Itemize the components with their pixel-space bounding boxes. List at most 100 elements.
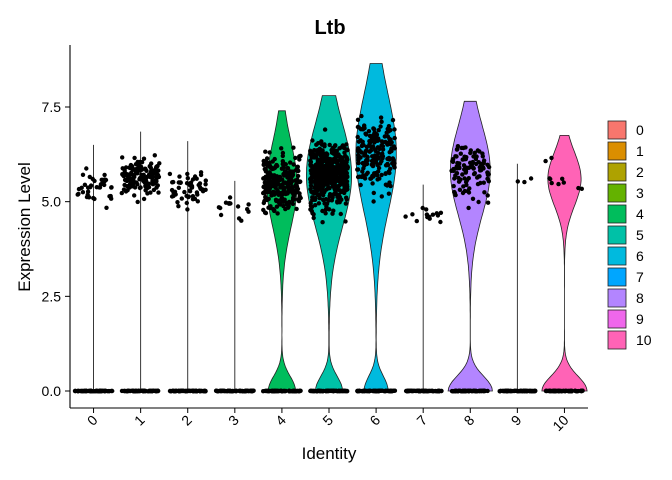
expression-point [265, 188, 271, 193]
expression-point [218, 212, 224, 218]
expression-point [327, 186, 332, 191]
zero-point [131, 388, 137, 394]
expression-point [185, 176, 190, 181]
y-tick-label: 7.5 [42, 99, 62, 115]
expression-point [310, 197, 315, 203]
expression-point [389, 140, 394, 145]
expression-point [373, 170, 379, 176]
expression-point [387, 150, 392, 155]
expression-point [410, 212, 415, 217]
expression-point [142, 166, 148, 171]
x-tick-label: 4 [272, 412, 289, 429]
zero-point [421, 389, 426, 394]
expression-point [102, 182, 107, 188]
x-tick-label: 8 [461, 412, 478, 429]
expression-point [375, 145, 381, 150]
expression-point [279, 182, 285, 187]
zero-point [202, 388, 207, 394]
expression-point [380, 151, 385, 156]
expression-point [197, 181, 203, 186]
expression-point [135, 159, 140, 165]
expression-point [321, 182, 326, 188]
expression-point [262, 180, 267, 185]
violin-group-10 [541, 134, 588, 394]
expression-point [386, 124, 392, 129]
zero-point [197, 388, 202, 394]
expression-point [543, 158, 548, 164]
expression-point [374, 138, 379, 143]
expression-point [281, 203, 286, 209]
zero-point [564, 388, 569, 393]
zero-point [543, 388, 549, 394]
expression-point [336, 192, 341, 197]
expression-point [187, 189, 193, 194]
expression-point [167, 171, 173, 177]
expression-point [285, 191, 290, 196]
expression-point [132, 155, 137, 161]
zero-point [290, 389, 295, 394]
legend-key-0 [607, 120, 627, 140]
expression-point [177, 174, 182, 179]
expression-point [296, 198, 302, 204]
expression-point [176, 204, 181, 209]
x-tick-label: 9 [508, 412, 525, 429]
legend-label: 3 [636, 185, 644, 201]
expression-point [273, 197, 279, 202]
expression-point [130, 172, 135, 178]
expression-point [319, 163, 324, 168]
expression-point [361, 161, 366, 166]
expression-point [120, 155, 125, 160]
violin-group-9 [497, 163, 538, 394]
zero-point [314, 389, 320, 394]
expression-point [476, 174, 481, 179]
expression-point [355, 148, 360, 153]
expression-point [316, 201, 322, 206]
expression-point [178, 180, 183, 185]
expression-point [323, 159, 329, 164]
expression-point [288, 172, 294, 177]
expression-point [281, 186, 287, 191]
expression-point [287, 200, 292, 205]
legend-label: 10 [636, 332, 652, 348]
expression-point [466, 205, 471, 211]
expression-point [339, 197, 344, 202]
expression-point [152, 153, 157, 158]
zero-point [167, 388, 173, 394]
legend-key-9 [607, 309, 627, 329]
expression-point [477, 149, 482, 154]
expression-point [194, 190, 200, 195]
expression-point [288, 160, 293, 165]
expression-point [273, 191, 279, 196]
zero-point [110, 388, 115, 394]
expression-point [184, 200, 189, 206]
expression-point [356, 153, 361, 158]
expression-point [380, 147, 386, 152]
zero-point [455, 389, 461, 394]
expression-point [380, 156, 385, 161]
expression-point [308, 148, 313, 153]
expression-point [137, 185, 143, 191]
expression-point [379, 194, 384, 199]
expression-point [376, 128, 381, 133]
expression-point [281, 165, 286, 170]
expression-point [313, 203, 318, 208]
x-axis-title: Identity [302, 444, 357, 463]
x-tick-label: 7 [413, 412, 430, 429]
expression-point [156, 174, 162, 180]
expression-point [327, 169, 332, 174]
expression-point [291, 193, 297, 198]
expression-point [293, 189, 298, 194]
expression-point [345, 166, 350, 171]
expression-point [344, 155, 349, 160]
expression-point [176, 185, 181, 190]
expression-point [130, 167, 135, 172]
expression-point [466, 190, 472, 195]
legend-label: 7 [636, 269, 644, 285]
expression-point [218, 205, 223, 211]
expression-point [261, 161, 267, 166]
violin-group-0 [72, 144, 115, 394]
zero-point [368, 388, 373, 393]
expression-point [291, 162, 296, 167]
zero-point [72, 388, 78, 394]
violin-group-5 [305, 95, 353, 394]
